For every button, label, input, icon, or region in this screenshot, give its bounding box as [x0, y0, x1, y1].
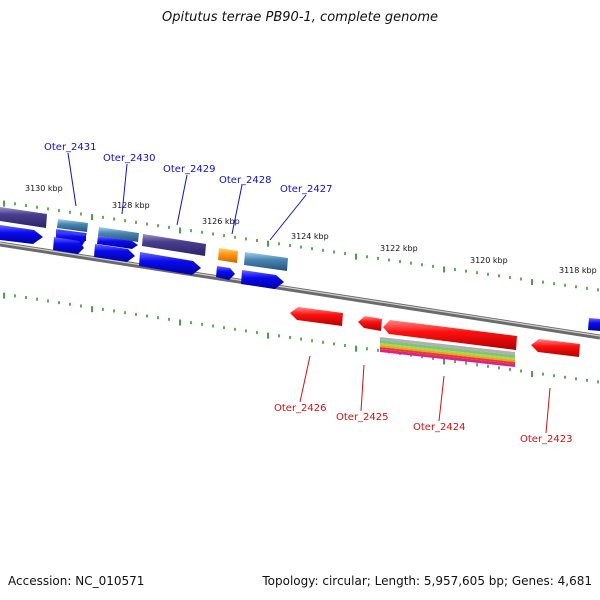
gene-label-oter-2427[interactable]: Oter_2427 — [280, 184, 333, 195]
kbp-label: 3120 kbp — [470, 256, 508, 265]
gene-label-oter-2429[interactable]: Oter_2429 — [163, 164, 216, 175]
gene-arrow[interactable] — [94, 244, 135, 262]
reverse-feature-stripes — [380, 337, 515, 367]
gene-arrow[interactable] — [383, 320, 517, 350]
feature-stripe[interactable] — [380, 343, 515, 360]
kbp-ticks-upper — [3, 200, 599, 292]
forward-gene-track — [0, 225, 284, 289]
forward-leader-lines — [67, 152, 307, 241]
gene-arrow[interactable] — [358, 316, 382, 331]
gene-arrow[interactable] — [0, 225, 43, 244]
gene-arrow[interactable] — [53, 237, 84, 254]
feature-stripe[interactable] — [380, 349, 515, 367]
gene-arrow[interactable] — [139, 252, 201, 275]
accession-label: Accession: NC_010571 — [8, 574, 145, 588]
kbp-label: 3130 kbp — [25, 184, 63, 193]
feature-stripe[interactable] — [380, 347, 515, 364]
gene-arrow[interactable] — [97, 236, 138, 249]
feature-stripe[interactable] — [380, 340, 515, 358]
gene-arrow[interactable] — [58, 230, 86, 236]
gene-label-oter-2424[interactable]: Oter_2424 — [413, 422, 466, 433]
gene-arrow[interactable] — [241, 270, 284, 289]
gene-label-oter-2426[interactable]: Oter_2426 — [274, 403, 327, 414]
gene-arrow[interactable] — [588, 318, 600, 331]
genome-title: Opitutus terrae PB90-1, complete genome — [161, 10, 439, 25]
feature-stripe[interactable] — [380, 345, 515, 362]
gene-arrow[interactable] — [531, 339, 580, 357]
gene-arrow[interactable] — [216, 266, 235, 280]
gene-label-oter-2423[interactable]: Oter_2423 — [520, 434, 573, 445]
genome-backbone-highlight — [0, 242, 600, 337]
feature-stripe[interactable] — [380, 337, 515, 355]
kbp-label: 3126 kbp — [202, 217, 240, 226]
forward-feature-track — [0, 207, 288, 271]
genome-backbone — [0, 241, 600, 340]
feature-bar[interactable] — [218, 248, 238, 263]
kbp-label: 3118 kbp — [559, 266, 597, 275]
feature-bar[interactable] — [142, 234, 206, 256]
gene-label-oter-2431[interactable]: Oter_2431 — [44, 142, 97, 153]
gene-arrow[interactable] — [290, 307, 343, 326]
feature-bar[interactable] — [0, 207, 47, 228]
reverse-gene-track — [290, 307, 600, 357]
reverse-leader-lines — [299, 355, 551, 434]
feature-bar[interactable] — [98, 227, 139, 242]
feature-bar[interactable] — [57, 219, 88, 232]
gene-label-oter-2428[interactable]: Oter_2428 — [219, 175, 272, 186]
kbp-label: 3122 kbp — [380, 244, 418, 253]
kbp-label: 3128 kbp — [112, 201, 150, 210]
gene-label-oter-2430[interactable]: Oter_2430 — [103, 153, 156, 164]
kbp-label: 3124 kbp — [291, 232, 329, 241]
genome-stats-label: Topology: circular; Length: 5,957,605 bp… — [262, 574, 592, 588]
feature-bar[interactable] — [244, 252, 288, 271]
gene-label-oter-2425[interactable]: Oter_2425 — [336, 412, 389, 423]
